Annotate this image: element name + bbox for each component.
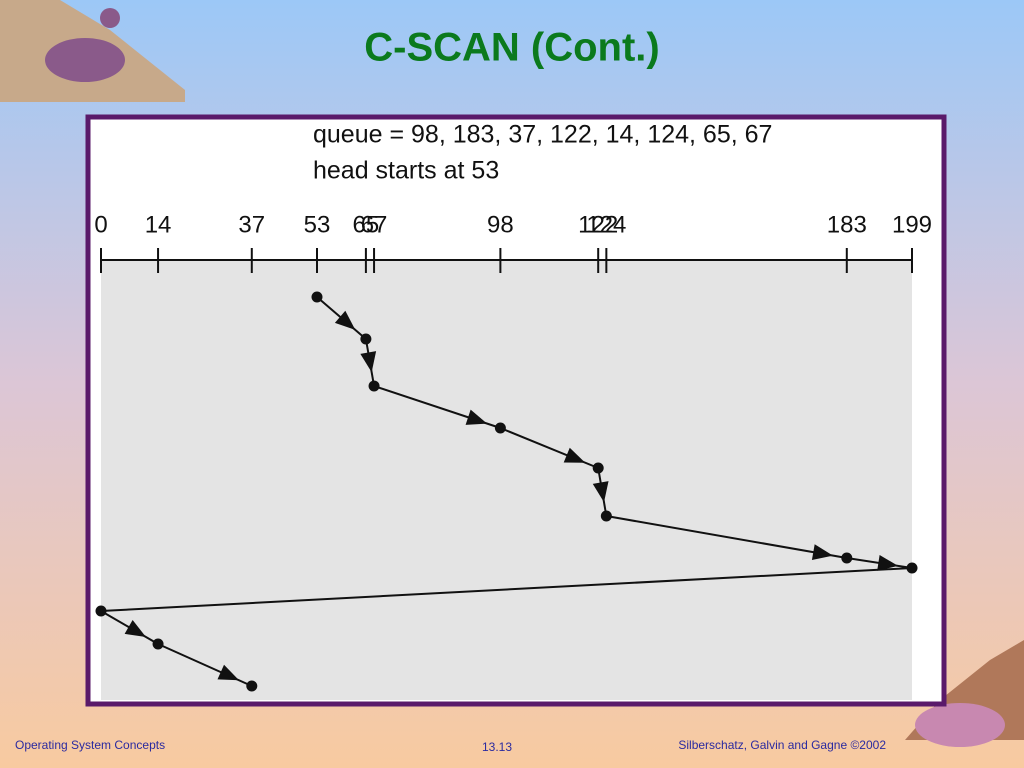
tick-label: 67 [361, 211, 388, 238]
head-position [246, 680, 258, 692]
arrowhead [334, 310, 356, 330]
tick-label: 65 [353, 211, 380, 238]
arrowhead [877, 554, 899, 571]
path-segment [606, 515, 847, 559]
arrowhead [465, 409, 488, 425]
tick-label: 14 [145, 211, 172, 238]
slide-title: C-SCAN (Cont.) [364, 26, 660, 70]
path-segment [100, 567, 913, 612]
dinosaur-top [0, 0, 185, 102]
tick-label: 98 [487, 211, 514, 238]
head-position [360, 333, 372, 345]
head-position [494, 422, 506, 434]
tick-label: 122 [578, 211, 618, 238]
head-text: head starts at 53 [313, 157, 499, 185]
tick-label: 183 [827, 211, 867, 238]
footer-right: Silberschatz, Galvin and Gagne ©2002 [678, 738, 886, 752]
arrowhead [124, 620, 146, 637]
footer-center: 13.13 [482, 740, 512, 754]
arrowhead [360, 351, 377, 373]
arrowhead [563, 447, 586, 463]
tick-label: 0 [94, 211, 107, 238]
head-position [311, 291, 323, 303]
tick-label: 124 [586, 211, 626, 238]
head-position [600, 510, 612, 522]
head-position [152, 638, 164, 650]
tick-label: 53 [304, 211, 331, 238]
footer-left: Operating System Concepts [15, 738, 165, 752]
arrowhead [811, 544, 834, 561]
head-position [592, 462, 604, 474]
tick-label: 199 [892, 211, 932, 238]
arrowhead [217, 664, 240, 681]
head-position [95, 605, 107, 617]
head-position [841, 552, 853, 564]
head-position [906, 562, 918, 574]
tick-label: 37 [238, 211, 265, 238]
dinosaur-bottom [905, 640, 1024, 747]
queue-text: queue = 98, 183, 37, 122, 14, 124, 65, 6… [313, 121, 772, 149]
plot-area [101, 260, 912, 700]
arrowhead [592, 481, 609, 503]
head-position [368, 380, 380, 392]
